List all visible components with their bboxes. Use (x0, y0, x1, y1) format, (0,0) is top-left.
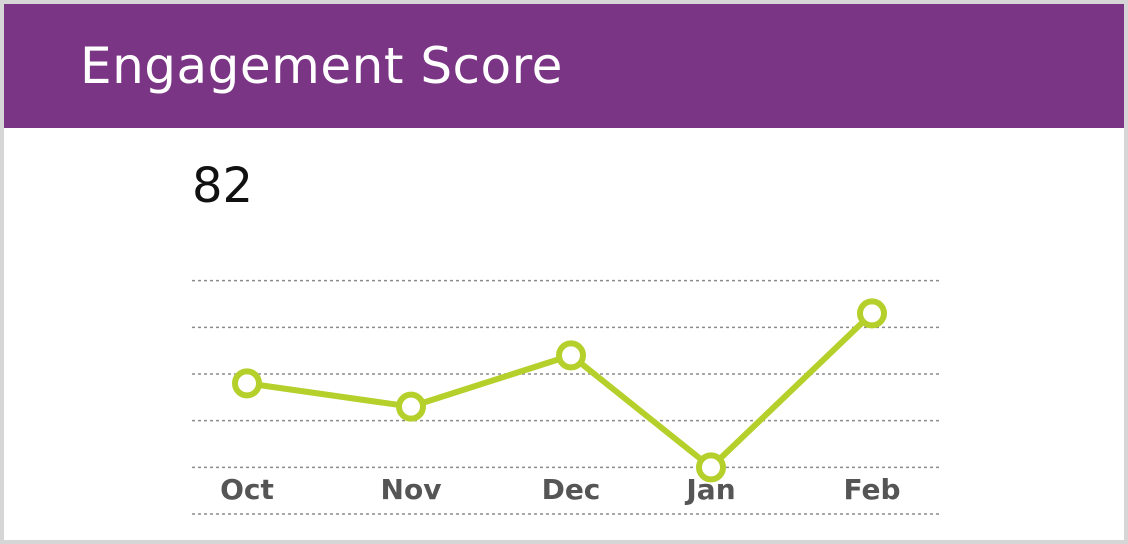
card-header: Engagement Score (4, 4, 1124, 128)
x-tick-label-nov: Nov (381, 473, 442, 506)
data-point-nov (396, 391, 426, 422)
x-tick-label-dec: Dec (542, 473, 601, 506)
series-polyline (246, 311, 875, 471)
data-point-dec (556, 340, 586, 371)
series-line (246, 311, 875, 471)
x-tick-label-oct: Oct (220, 473, 274, 506)
data-points (232, 298, 887, 483)
x-axis-tick-labels: Oct Nov Dec Jan Feb (220, 473, 900, 506)
data-point-feb (857, 298, 887, 329)
data-point-oct (232, 368, 262, 399)
grid-lines (192, 279, 940, 515)
x-tick-label-jan: Jan (684, 473, 735, 506)
card-title: Engagement Score (80, 37, 563, 95)
data-point-jan (696, 452, 726, 483)
x-tick-label-feb: Feb (843, 473, 900, 506)
current-score-value: 82 (192, 158, 254, 214)
